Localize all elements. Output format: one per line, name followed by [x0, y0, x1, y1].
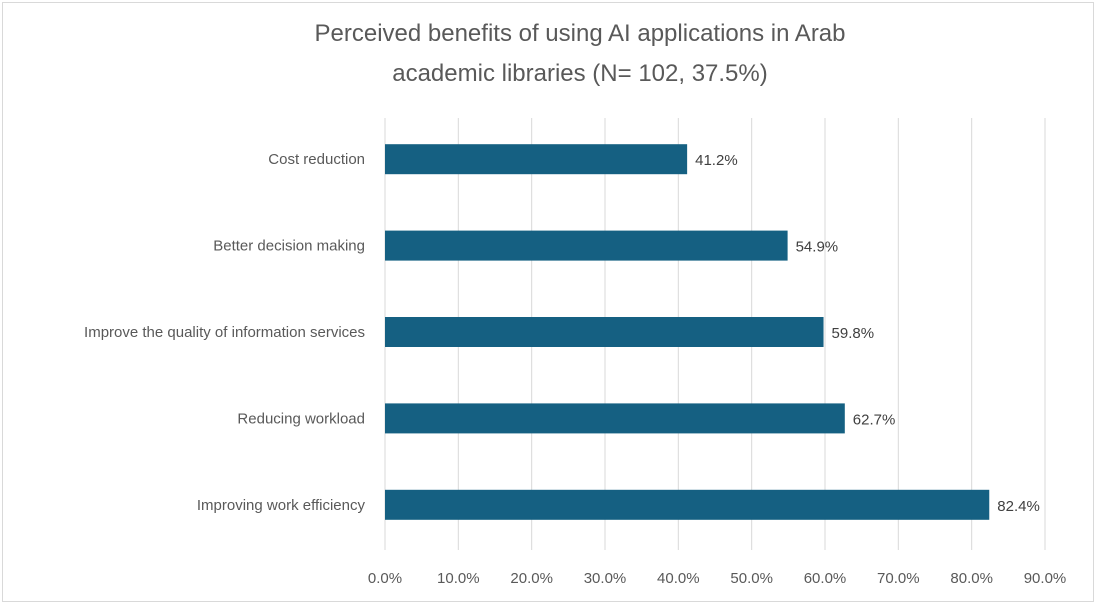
- chart-title: Perceived benefits of using AI applicati…: [180, 14, 980, 94]
- x-tick-label: 80.0%: [950, 570, 993, 587]
- data-label: 82.4%: [997, 498, 1040, 515]
- chart-title-line-1: Perceived benefits of using AI applicati…: [314, 20, 846, 47]
- data-label: 54.9%: [796, 239, 839, 256]
- category-label: Better decision making: [213, 238, 365, 255]
- x-tick-label: 20.0%: [510, 570, 553, 587]
- x-tick-label: 70.0%: [877, 570, 920, 587]
- category-label: Improving work efficiency: [197, 497, 366, 514]
- data-label: 41.2%: [695, 152, 738, 169]
- x-tick-label: 10.0%: [437, 570, 480, 587]
- x-tick-label: 0.0%: [368, 570, 402, 587]
- bar: [385, 489, 990, 520]
- category-label: Improve the quality of information servi…: [84, 324, 365, 341]
- bar: [385, 144, 688, 175]
- data-label: 59.8%: [832, 325, 875, 342]
- x-tick-label: 30.0%: [584, 570, 627, 587]
- category-label: Reducing workload: [237, 410, 365, 427]
- bar: [385, 230, 788, 261]
- bar: [385, 403, 845, 434]
- category-label: Cost reduction: [268, 151, 365, 168]
- bar: [385, 317, 824, 347]
- x-tick-label: 60.0%: [804, 570, 847, 587]
- x-tick-label: 90.0%: [1024, 570, 1067, 587]
- data-label: 62.7%: [853, 411, 896, 428]
- x-tick-label: 50.0%: [730, 570, 773, 587]
- chart-title-line-2: academic libraries (N= 102, 37.5%): [392, 60, 768, 87]
- x-tick-label: 40.0%: [657, 570, 700, 587]
